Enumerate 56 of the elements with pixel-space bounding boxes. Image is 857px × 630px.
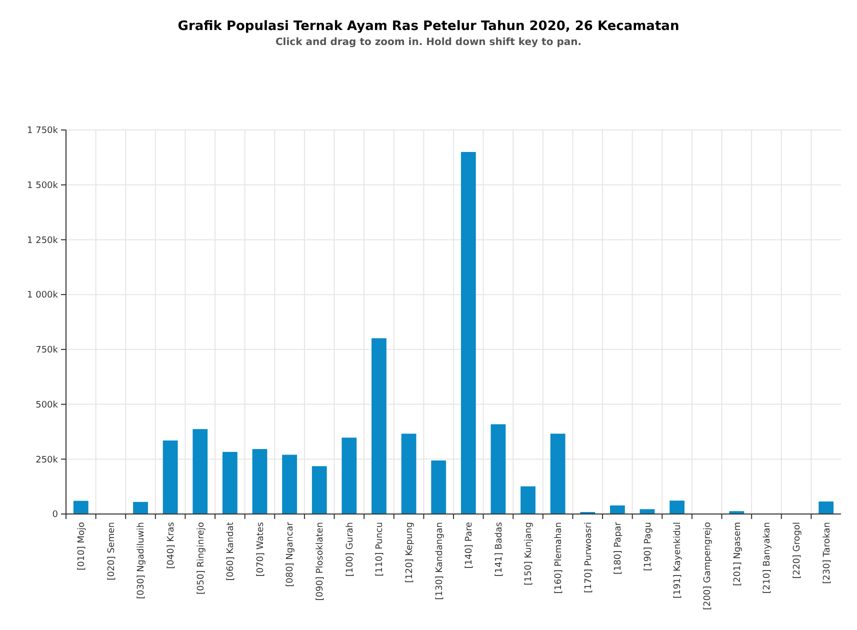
y-tick-label: 1 750k (27, 126, 59, 136)
bar (372, 338, 386, 514)
bar (133, 502, 148, 514)
bar (73, 500, 88, 514)
y-tick-label: 250k (36, 455, 59, 466)
x-tick-label: [191] Kayenkidul (673, 522, 684, 599)
x-tick-label: [200] Gampengrejo (703, 522, 714, 610)
y-tick-label: 1 250k (27, 236, 59, 246)
bar (460, 152, 476, 514)
y-tick-label: 1 500k (27, 181, 59, 192)
bar (192, 429, 208, 514)
bar (520, 486, 536, 514)
y-tick-label: 0 (52, 510, 58, 520)
x-tick-label: [210] Banyakan (762, 522, 773, 594)
x-tick-label: [130] Kandangan (434, 522, 445, 600)
x-tick-label: [180] Papar (614, 522, 624, 575)
y-tick-label: 500k (36, 400, 59, 410)
bar (312, 466, 327, 514)
bar (282, 454, 298, 514)
x-tick-label: [170] Purwoasri (584, 522, 594, 594)
bar (252, 449, 268, 514)
x-tick-label: [090] Plosoklaten (316, 522, 326, 601)
bar (222, 452, 238, 514)
x-tick-label: [080] Ngancar (286, 522, 296, 587)
x-tick-label: [120] Kepung (404, 522, 415, 583)
bar (550, 434, 566, 514)
y-tick-label: 1 000k (27, 290, 59, 301)
chart-subtitle: Click and drag to zoom in. Hold down shift key to pan. (275, 37, 582, 48)
bar (431, 460, 446, 514)
bar (401, 434, 416, 514)
x-tick-label: [201] Ngasem (732, 522, 743, 586)
bar (162, 440, 178, 514)
x-tick-label: [020] Semen (106, 522, 117, 580)
x-tick-label: [220] Grogol (792, 522, 802, 579)
x-tick-label: [141] Badas (494, 522, 504, 577)
x-tick-label: [060] Kandat (226, 522, 236, 581)
x-tick-label: [190] Pagu (643, 522, 654, 572)
x-tick-label: [140] Pare (464, 522, 475, 569)
x-tick-label: [070] Wates (256, 522, 266, 577)
bar (670, 500, 685, 514)
chart-title: Grafik Populasi Ternak Ayam Ras Petelur Tahun 2020, 26 Kecamatan (178, 19, 680, 34)
x-tick-label: [150] Kunjang (524, 522, 534, 586)
x-tick-label: [160] Plemahan (554, 522, 564, 594)
bar (640, 509, 655, 514)
y-tick-label: 750k (36, 346, 59, 356)
bar (490, 424, 506, 514)
x-tick-label: [030] Ngadiluwih (136, 522, 147, 600)
x-tick-label: [100] Gurah (345, 522, 356, 577)
bar (342, 438, 357, 514)
x-tick-label: [110] Puncu (375, 522, 386, 576)
bar (610, 505, 625, 514)
x-tick-label: [050] Ringinrejo (196, 522, 206, 594)
x-tick-label: [010] Mojo (77, 522, 88, 570)
x-tick-label: [040] Kras (166, 522, 176, 569)
x-tick-label: [230] Tarokan (822, 522, 832, 584)
bar (818, 501, 834, 514)
